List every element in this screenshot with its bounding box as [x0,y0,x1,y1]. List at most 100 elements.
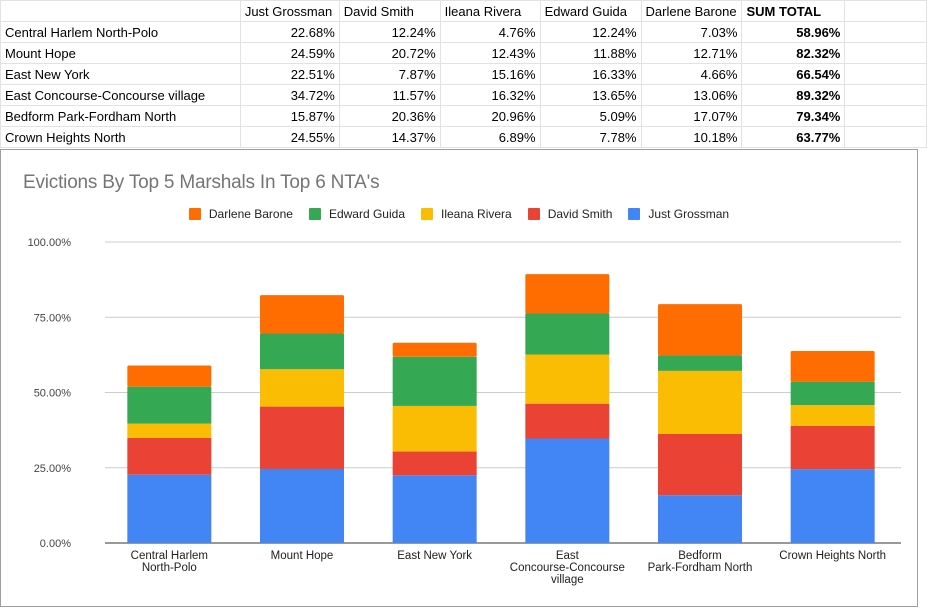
value-cell[interactable]: 7.78% [539,126,642,148]
value-cell[interactable]: 12.71% [640,42,743,64]
bar-segment-ileana-rivera[interactable] [392,405,477,452]
legend-swatch [188,208,201,220]
sum-total-cell[interactable]: 89.32% [741,84,846,106]
column-header[interactable]: David Smith [338,0,441,22]
value-cell[interactable]: 24.55% [239,126,340,148]
x-tick-label: Concourse-Concourse [510,562,625,574]
value-cell[interactable]: 13.06% [640,84,743,106]
column-header[interactable]: Just Grossman [239,0,340,22]
value-cell[interactable]: 13.65% [539,84,642,106]
value-cell[interactable]: 4.76% [439,21,541,43]
bar-segment-just-grossman[interactable] [260,468,344,543]
column-header[interactable]: Ileana Rivera [439,0,541,22]
chart-container[interactable]: Evictions By Top 5 Marshals In Top 6 NTA… [0,149,918,607]
row-label-cell[interactable]: Crown Heights North [0,126,241,148]
sum-total-cell[interactable]: 79.34% [741,105,846,127]
bar-segment-edward-guida[interactable] [260,333,344,370]
value-cell[interactable]: 20.72% [338,42,441,64]
x-tick-label: village [551,574,584,586]
value-cell[interactable]: 20.96% [439,105,541,127]
empty-cell[interactable] [844,42,927,64]
bar-segment-ileana-rivera[interactable] [127,423,212,438]
bar-segment-edward-guida[interactable] [127,386,212,424]
bar-segment-darlene-barone[interactable] [525,274,610,314]
value-cell[interactable]: 12.24% [539,21,642,43]
bar-segment-david-smith[interactable] [260,406,344,469]
value-cell[interactable]: 24.59% [239,42,340,64]
x-tick-label: Central Harlem [131,550,208,562]
sum-total-cell[interactable]: 58.96% [741,21,846,43]
column-header[interactable]: Edward Guida [539,0,642,22]
bar-segment-david-smith[interactable] [525,403,610,439]
bar-segment-darlene-barone[interactable] [260,295,344,334]
value-cell[interactable]: 7.87% [338,63,441,85]
bar-segment-just-grossman[interactable] [525,438,610,543]
value-cell[interactable]: 12.43% [439,42,541,64]
value-cell[interactable]: 6.89% [439,126,541,148]
value-cell[interactable]: 34.72% [239,84,340,106]
empty-cell[interactable] [844,21,927,43]
empty-cell[interactable] [844,105,927,127]
corner-cell[interactable] [0,0,241,22]
value-cell[interactable]: 7.03% [640,21,743,43]
bar-segment-david-smith[interactable] [392,451,477,476]
bar-segment-just-grossman[interactable] [392,475,477,543]
row-label-cell[interactable]: Central Harlem North-Polo [0,21,241,43]
bar-segment-darlene-barone[interactable] [392,342,477,357]
bar-segment-david-smith[interactable] [790,425,875,470]
bar-segment-ileana-rivera[interactable] [260,369,344,407]
bar-segment-edward-guida[interactable] [790,381,875,406]
table-row: East Concourse-Concourse village 34.72% 11… [0,84,927,106]
row-label-cell[interactable]: Mount Hope [0,42,241,64]
bar-segment-ileana-rivera[interactable] [790,405,875,426]
bar-segment-just-grossman[interactable] [127,474,212,543]
bar-segment-just-grossman[interactable] [658,495,742,543]
empty-cell[interactable] [844,126,927,148]
value-cell[interactable]: 11.88% [539,42,642,64]
bar-segment-ileana-rivera[interactable] [525,354,610,404]
row-label-cell[interactable]: East New York [0,63,241,85]
sum-total-cell[interactable]: 66.54% [741,63,846,85]
value-cell[interactable]: 15.87% [239,105,340,127]
value-cell[interactable]: 15.16% [439,63,541,85]
value-cell[interactable]: 5.09% [539,105,642,127]
value-cell[interactable]: 16.33% [539,63,642,85]
legend-item[interactable]: Darlene Barone [188,207,293,221]
value-cell[interactable]: 14.37% [338,126,441,148]
bar-segment-ileana-rivera[interactable] [658,370,742,434]
bar-segment-edward-guida[interactable] [658,355,742,371]
bar-segment-just-grossman[interactable] [790,469,875,543]
y-tick-label: 50.00% [34,388,72,400]
bar-segment-david-smith[interactable] [658,433,742,496]
empty-cell[interactable] [844,0,927,22]
legend-item[interactable]: Just Grossman [628,207,729,221]
row-label-cell[interactable]: East Concourse-Concourse village [0,84,241,106]
value-cell[interactable]: 22.68% [239,21,340,43]
sum-total-cell[interactable]: 63.77% [741,126,846,148]
empty-cell[interactable] [844,63,927,85]
value-cell[interactable]: 11.57% [338,84,441,106]
row-label-cell[interactable]: Bedform Park-Fordham North [0,105,241,127]
legend-item[interactable]: Ileana Rivera [421,207,512,221]
column-header[interactable]: SUM TOTAL [741,0,846,22]
value-cell[interactable]: 17.07% [640,105,743,127]
legend-item[interactable]: Edward Guida [308,207,405,221]
header-row: Just Grossman David Smith Ileana Rivera Edw… [0,0,927,22]
sum-total-cell[interactable]: 82.32% [741,42,846,64]
value-cell[interactable]: 22.51% [239,63,340,85]
value-cell[interactable]: 12.24% [338,21,441,43]
bar-segment-darlene-barone[interactable] [790,351,875,382]
bar-segment-edward-guida[interactable] [392,356,477,406]
value-cell[interactable]: 4.66% [640,63,743,85]
bar-segment-darlene-barone[interactable] [658,304,742,356]
bar-segment-darlene-barone[interactable] [127,365,212,387]
value-cell[interactable]: 10.18% [640,126,743,148]
bar-segment-david-smith[interactable] [127,437,212,475]
empty-cell[interactable] [844,84,927,106]
value-cell[interactable]: 16.32% [439,84,541,106]
bar-segment-edward-guida[interactable] [525,313,610,355]
column-header[interactable]: Darlene Barone [640,0,743,22]
value-cell[interactable]: 20.36% [338,105,441,127]
x-tick-label: Bedform [678,550,721,562]
legend-item[interactable]: David Smith [527,207,612,221]
